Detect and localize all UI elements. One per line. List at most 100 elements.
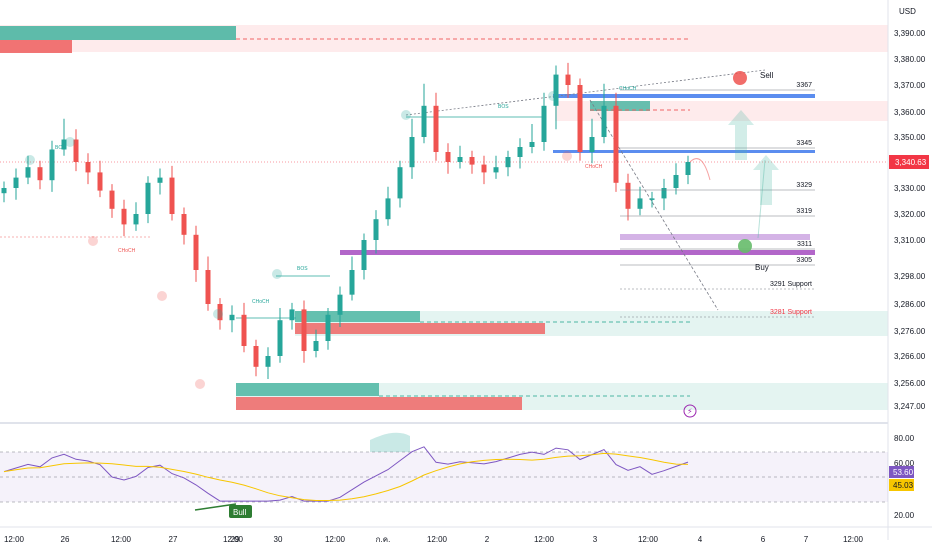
candle-body: [529, 142, 535, 147]
price-tick-label: 3,370.00: [894, 81, 926, 90]
projection-arrows: Sell Buy BOS BOS BOS CHoCH CHoCH CHoCH C…: [55, 71, 779, 418]
rsi-ma-line: [3, 452, 689, 501]
swing-dot: [195, 379, 205, 389]
lightning-icon[interactable]: [683, 404, 697, 418]
time-axis-label: 4: [698, 535, 703, 544]
rsi-value-badge: [889, 466, 914, 478]
choch-label-4: CHoCH: [252, 299, 270, 305]
candle-body: [157, 177, 163, 183]
level-label: 3345: [796, 140, 812, 147]
price-tick-label: 3,266.00: [894, 352, 926, 361]
candle-body: [25, 167, 31, 178]
candle-body: [265, 356, 271, 367]
candle-body: [145, 182, 151, 214]
last-price-badge: [889, 155, 929, 169]
candle-body: [589, 137, 595, 152]
swing-markers: [25, 91, 572, 389]
candle-body: [49, 149, 55, 181]
candle-body: [553, 74, 559, 106]
supply-block-1: [295, 323, 545, 334]
rsi-overbought-fill: [370, 432, 410, 452]
level-label: 3291 Support: [770, 281, 812, 288]
level-label: 3329: [796, 182, 812, 189]
time-axis-label: 12:00: [325, 535, 346, 544]
candle-body: [433, 105, 439, 152]
candle-body: [577, 85, 583, 152]
candle-body: [205, 270, 211, 304]
bull-label: Bull: [233, 508, 247, 517]
level-label: 3311: [797, 241, 812, 248]
candle-body: [85, 162, 91, 173]
candle-body: [649, 198, 655, 200]
zones: [0, 25, 888, 410]
choch-label-2: CHoCH: [585, 164, 603, 170]
level-label: 3281 Support: [770, 309, 812, 316]
candle-body: [181, 214, 187, 235]
price-ticks: 3,390.00 3,380.00 3,370.00 3,360.00 3,350.00…: [894, 29, 926, 411]
up-path-2: [757, 159, 766, 239]
candle-body: [13, 177, 19, 188]
choch-label-3: CHoCH: [619, 86, 637, 92]
candle-body: [253, 346, 259, 367]
price-tick-label: 3,350.00: [894, 133, 926, 142]
purple-zone-3311: [620, 234, 810, 240]
up-arrow-2: [753, 155, 779, 205]
swing-dot: [213, 309, 223, 319]
purple-zone-3305: [340, 250, 815, 255]
level-label: 3305: [796, 257, 812, 264]
price-tick-label: 3,276.00: [894, 327, 926, 336]
time-axis-label: 27: [169, 535, 178, 544]
candle-body: [505, 157, 511, 168]
candle-body: [325, 314, 331, 341]
price-tick-label: 3,360.00: [894, 108, 926, 117]
price-tick-label: 3,320.00: [894, 210, 926, 219]
sell-marker[interactable]: [733, 71, 747, 85]
candle-body: [685, 162, 691, 175]
candle-body: [613, 105, 619, 183]
time-axis-label: 12:00: [638, 535, 659, 544]
candle-body: [73, 139, 79, 162]
rsi-ma-badge: [889, 479, 914, 491]
candle-body: [421, 105, 427, 137]
candle-body: [193, 234, 199, 270]
lightning-glyph: ⚡: [687, 407, 693, 416]
swing-dot: [157, 291, 167, 301]
price-tick-label: 3,330.00: [894, 184, 926, 193]
candle-body: [241, 314, 247, 346]
choch-label-1: CHoCH: [118, 248, 136, 254]
candle-body: [517, 147, 523, 157]
bos-label-3: BOS: [55, 145, 66, 151]
buy-marker[interactable]: [738, 239, 752, 253]
candle-body: [373, 219, 379, 240]
candle-body: [349, 270, 355, 295]
candle-body: [637, 198, 643, 209]
demand-block-2: [236, 383, 379, 396]
rsi-ma-text: 45.03: [893, 481, 914, 490]
candle-body: [121, 208, 127, 225]
candle-body: [481, 164, 487, 173]
swing-dot: [272, 269, 282, 279]
candle-body: [469, 157, 475, 165]
up-arrow-1: [728, 110, 754, 160]
price-axis[interactable]: USD 3,390.00 3,380.00 3,370.00 3,360.00 3,35…: [887, 0, 929, 540]
swing-dot: [88, 236, 98, 246]
candle-body: [169, 177, 175, 214]
candle-body: [541, 105, 547, 142]
candle-body: [337, 294, 343, 315]
candle-body: [565, 74, 571, 85]
candle-body: [289, 309, 295, 321]
upper-trendline: [405, 69, 766, 116]
candle-body: [361, 240, 367, 270]
candle-body: [277, 320, 283, 356]
bos-label-1: BOS: [498, 104, 509, 110]
time-axis-label: 7: [804, 535, 809, 544]
sell-label: Sell: [760, 71, 774, 80]
time-axis-label: 29: [231, 535, 240, 544]
rsi-value-text: 53.60: [893, 468, 914, 477]
price-tick-label: 3,298.00: [894, 272, 926, 281]
trend-lines: [0, 69, 888, 319]
price-tick-label: 3,390.00: [894, 29, 926, 38]
candle-body: [445, 152, 451, 162]
